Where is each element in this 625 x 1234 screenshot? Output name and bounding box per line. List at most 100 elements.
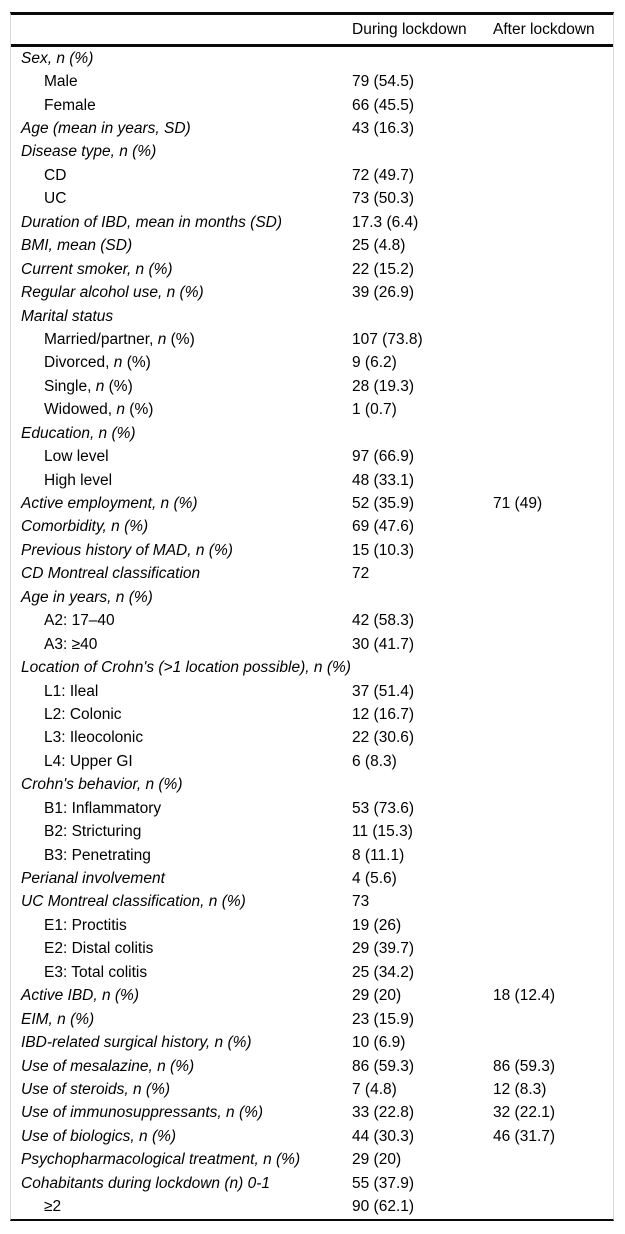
label-segment: Psychopharmacological treatment, n (%) [21, 1151, 301, 1169]
label-segment: CD [44, 166, 67, 184]
cell-during-lockdown: 25 (4.8) [352, 237, 406, 255]
row-label: B1: Inflammatory [11, 800, 352, 818]
label-segment: Active employment, n (%) [21, 495, 198, 513]
label-segment: (%) [166, 330, 195, 348]
row-label: A2: 17–40 [11, 612, 352, 630]
cell-during-lockdown: 33 (22.8) [352, 1104, 415, 1122]
label-segment: Age in years, n (%) [21, 588, 153, 606]
row-label: E3: Total colitis [11, 964, 352, 982]
table-row: BMI, mean (SD) 25 (4.8) [11, 235, 613, 258]
label-segment: L2: Colonic [44, 705, 122, 723]
row-label: Female [11, 97, 352, 115]
table-row: Perianal involvement 4 (5.6) [11, 867, 613, 890]
cell-after-lockdown: 71 (49) [493, 495, 543, 513]
table-row: L4: Upper GI 6 (8.3) [11, 750, 613, 773]
row-label: L2: Colonic [11, 706, 352, 724]
cell-during-lockdown: 29 (20) [352, 987, 402, 1005]
label-segment: Male [44, 73, 78, 91]
label-segment: B2: Stricturing [44, 823, 142, 841]
label-segment: EIM, n (%) [21, 1010, 95, 1028]
table-row: Age (mean in years, SD) 43 (16.3) [11, 117, 613, 140]
cell-during-lockdown: 1 (0.7) [352, 401, 397, 419]
cell-after-lockdown: 32 (22.1) [493, 1104, 556, 1122]
table-row: UC Montreal classification, n (%) 73 [11, 891, 613, 914]
table-row: Single, n (%) 28 (19.3) [11, 375, 613, 398]
table-row: ≥2 90 (62.1) [11, 1195, 613, 1218]
label-segment: Use of steroids, n (%) [21, 1080, 171, 1098]
header-during-lockdown: During lockdown [352, 20, 467, 38]
label-segment: n [116, 401, 125, 419]
table-row: A3: ≥40 30 (41.7) [11, 633, 613, 656]
cell-during-lockdown: 22 (15.2) [352, 260, 415, 278]
row-label: Low level [11, 448, 352, 466]
table-row: Duration of IBD, mean in months (SD) 17.… [11, 211, 613, 234]
row-label: B2: Stricturing [11, 823, 352, 841]
label-segment: High level [44, 471, 113, 489]
row-label: Use of steroids, n (%) [11, 1081, 352, 1099]
cell-during-lockdown: 39 (26.9) [352, 284, 415, 302]
row-label: IBD-related surgical history, n (%) [11, 1034, 352, 1052]
row-label: Married/partner, n (%) [11, 331, 352, 349]
cell-during-lockdown: 42 (58.3) [352, 612, 415, 630]
cell-during-lockdown: 69 (47.6) [352, 518, 415, 536]
label-segment: Use of mesalazine, n (%) [21, 1057, 195, 1075]
row-label: Age in years, n (%) [11, 589, 352, 607]
cell-during-lockdown: 17.3 (6.4) [352, 213, 419, 231]
row-label: CD [11, 167, 352, 185]
label-segment: A3: ≥40 [44, 635, 98, 653]
row-label: Crohn's behavior, n (%) [11, 776, 352, 794]
table-row: E3: Total colitis 25 (34.2) [11, 961, 613, 984]
table-row: Low level 97 (66.9) [11, 445, 613, 468]
row-label: UC [11, 190, 352, 208]
label-segment: E1: Proctitis [44, 916, 127, 934]
table-row: EIM, n (%) 23 (15.9) [11, 1008, 613, 1031]
cell-during-lockdown: 43 (16.3) [352, 120, 415, 138]
label-segment: Single, [44, 377, 96, 395]
label-segment: Perianal involvement [21, 870, 165, 888]
label-segment: Previous history of MAD, n (%) [21, 541, 233, 559]
row-label: Active employment, n (%) [11, 495, 352, 513]
row-label: A3: ≥40 [11, 636, 352, 654]
row-label: Single, n (%) [11, 378, 352, 396]
label-segment: Active IBD, n (%) [21, 987, 139, 1005]
cell-during-lockdown: 73 (50.3) [352, 190, 415, 208]
label-segment: UC [44, 190, 67, 208]
label-segment: E2: Distal colitis [44, 940, 154, 958]
row-label: BMI, mean (SD) [11, 237, 352, 255]
label-segment: Current smoker, n (%) [21, 260, 173, 278]
label-segment: Divorced, [44, 354, 114, 372]
cell-during-lockdown: 7 (4.8) [352, 1080, 397, 1098]
cell-after-lockdown: 18 (12.4) [493, 987, 556, 1005]
label-segment: Comorbidity, n (%) [21, 518, 149, 536]
row-label: Sex, n (%) [11, 50, 352, 68]
cell-after-lockdown: 12 (8.3) [493, 1080, 547, 1098]
table-row: Use of biologics, n (%) 44 (30.3) 46 (31… [11, 1125, 613, 1148]
row-label: Divorced, n (%) [11, 354, 352, 372]
cell-during-lockdown: 79 (54.5) [352, 73, 415, 91]
row-label: Active IBD, n (%) [11, 987, 352, 1005]
table-row: Previous history of MAD, n (%) 15 (10.3) [11, 539, 613, 562]
table-row: Psychopharmacological treatment, n (%) 2… [11, 1149, 613, 1172]
cell-during-lockdown: 25 (34.2) [352, 963, 415, 981]
row-label: ≥2 [11, 1198, 352, 1216]
row-label: Age (mean in years, SD) [11, 120, 352, 138]
row-label: L3: Ileocolonic [11, 729, 352, 747]
cell-during-lockdown: 15 (10.3) [352, 541, 415, 559]
row-label: Disease type, n (%) [11, 143, 352, 161]
row-label: Cohabitants during lockdown (n) 0-1 [11, 1175, 352, 1193]
label-segment: Sex, n (%) [21, 49, 94, 67]
row-label: B3: Penetrating [11, 847, 352, 865]
label-segment: B1: Inflammatory [44, 799, 162, 817]
table-row: CD 72 (49.7) [11, 164, 613, 187]
cell-during-lockdown: 12 (16.7) [352, 705, 415, 723]
table-row: Use of steroids, n (%) 7 (4.8) 12 (8.3) [11, 1078, 613, 1101]
cell-during-lockdown: 53 (73.6) [352, 799, 415, 817]
row-label: Use of biologics, n (%) [11, 1128, 352, 1146]
cell-during-lockdown: 86 (59.3) [352, 1057, 415, 1075]
label-segment: Regular alcohol use, n (%) [21, 284, 204, 302]
cell-during-lockdown: 9 (6.2) [352, 354, 397, 372]
label-segment: Low level [44, 448, 109, 466]
label-segment: (%) [122, 354, 151, 372]
table-row: Use of immunosuppressants, n (%) 33 (22.… [11, 1102, 613, 1125]
cell-during-lockdown: 23 (15.9) [352, 1010, 415, 1028]
